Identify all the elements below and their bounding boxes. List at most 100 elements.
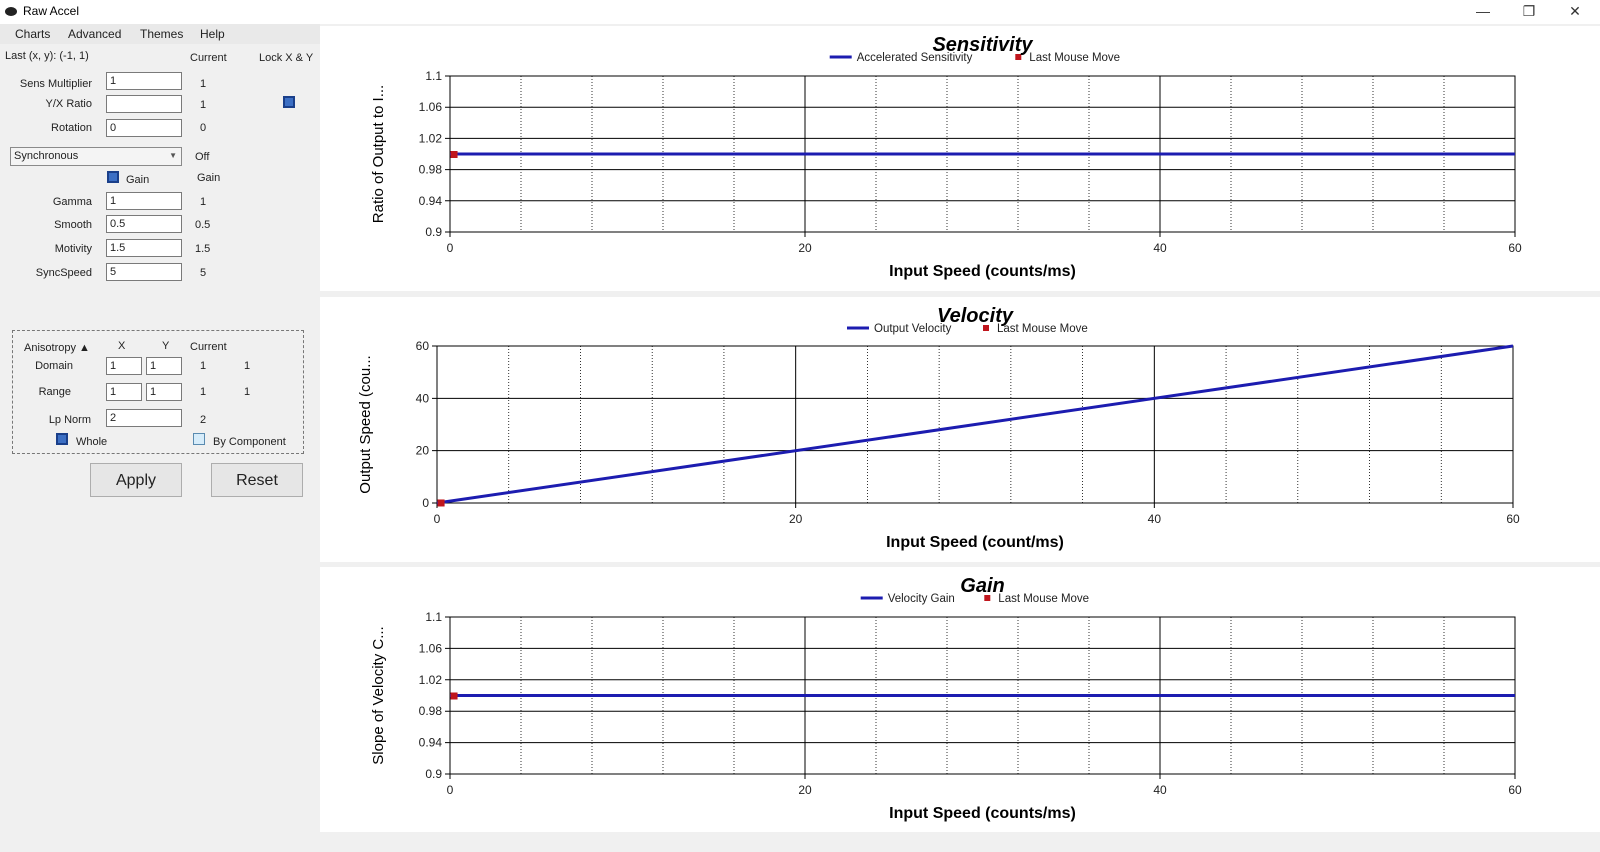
y-tick-label: 60 [416, 339, 430, 353]
lp-norm-current: 2 [200, 414, 207, 426]
y-tick-label: 0.9 [425, 225, 442, 239]
gain-chart: 0.9 0.94 0.98 1.02 1.06 1.1 0 20 40 60 Velocity Ga… [370, 575, 1522, 822]
sens-multiplier-input[interactable] [106, 72, 182, 90]
gamma-current: 1 [200, 196, 207, 208]
domain-current-x: 1 [200, 360, 207, 372]
range-label: Range [38, 386, 71, 398]
x-tick-label: 60 [1506, 512, 1520, 526]
sensitivity-chart: 0.9 0.94 0.98 1.02 1.06 1.1 0 20 40 60 Accelerated… [370, 34, 1522, 280]
chevron-down-icon: ▼ [169, 151, 177, 160]
lp-norm-label: Lp Norm [48, 414, 91, 426]
by-component-checkbox[interactable] [193, 433, 205, 445]
x-axis-label: Input Speed (count/ms) [886, 534, 1064, 551]
syncspeed-input[interactable] [106, 263, 182, 281]
x-tick-label: 40 [1153, 783, 1167, 797]
whole-checkbox[interactable] [56, 433, 68, 445]
domain-current-y: 1 [244, 360, 251, 372]
gamma-input[interactable] [106, 192, 182, 210]
gamma-label: Gamma [52, 196, 92, 208]
velocity-chart: 0 20 40 60 0 20 40 60 Output Velocity Last Mouse … [357, 305, 1520, 551]
anisotropy-col-y: Y [162, 340, 170, 352]
close-button[interactable]: ✕ [1569, 3, 1581, 19]
apply-button[interactable]: Apply [90, 463, 182, 497]
yx-ratio-input[interactable] [106, 95, 182, 113]
window-title: Raw Accel [23, 4, 80, 18]
settings-panel: Last (x, y): (-1, 1) Current Lock X & Y … [0, 44, 320, 852]
x-tick-label: 40 [1148, 512, 1162, 526]
mode-select[interactable]: Synchronous ▼ [10, 147, 182, 166]
y-tick-label: 1.06 [419, 641, 443, 655]
minimize-button[interactable]: — [1476, 3, 1490, 19]
legend-label: Velocity Gain [888, 593, 955, 605]
restore-button[interactable]: ❐ [1522, 3, 1536, 19]
domain-y-input[interactable] [146, 357, 182, 375]
yx-ratio-label: Y/X Ratio [45, 98, 92, 110]
motivity-label: Motivity [54, 243, 92, 255]
sens-multiplier-current: 1 [200, 78, 207, 90]
x-axis-label: Input Speed (counts/ms) [889, 805, 1076, 822]
smooth-current: 0.5 [195, 219, 211, 231]
reset-button[interactable]: Reset [211, 463, 303, 497]
y-tick-label: 0.94 [419, 736, 443, 750]
syncspeed-current: 5 [200, 267, 207, 279]
lock-xy-checkbox[interactable] [283, 96, 295, 108]
legend-marker-swatch [984, 595, 991, 601]
gain-chart-panel: 0.9 0.94 0.98 1.02 1.06 1.1 0 20 40 60 Velocity Ga… [320, 567, 1600, 832]
motivity-input[interactable] [106, 239, 182, 257]
chart-title: Sensitivity [932, 34, 1033, 56]
range-current-y: 1 [244, 386, 251, 398]
y-tick-label: 1.02 [419, 131, 443, 145]
yx-ratio-current: 1 [200, 99, 207, 111]
legend-label: Last Mouse Move [998, 593, 1089, 605]
y-tick-label: 1.1 [425, 610, 442, 624]
syncspeed-label: SyncSpeed [35, 267, 92, 279]
smooth-input[interactable] [106, 215, 182, 233]
lp-norm-input[interactable] [106, 409, 182, 427]
last-xy-readout: Last (x, y): (-1, 1) [5, 50, 89, 62]
mode-select-value: Synchronous [14, 150, 79, 162]
chart-title: Velocity [937, 305, 1014, 327]
legend-label: Accelerated Sensitivity [857, 52, 973, 64]
series-line [436, 344, 1514, 505]
y-tick-label: 20 [416, 444, 430, 458]
by-component-label: By Component [213, 436, 286, 448]
rotation-current: 0 [200, 122, 207, 134]
chart-title: Gain [960, 575, 1004, 597]
x-tick-label: 20 [798, 241, 812, 255]
menu-help[interactable]: Help [200, 27, 225, 41]
domain-x-input[interactable] [106, 357, 142, 375]
x-tick-label: 0 [447, 241, 454, 255]
menu-bar: Charts Advanced Themes Help [0, 24, 320, 44]
x-tick-label: 0 [434, 512, 441, 526]
y-tick-label: 0 [422, 496, 429, 510]
legend-label: Output Velocity [874, 323, 952, 335]
range-current-x: 1 [200, 386, 207, 398]
menu-charts[interactable]: Charts [15, 27, 51, 41]
range-y-input[interactable] [146, 383, 182, 401]
last-mouse-move-marker [437, 499, 445, 507]
app-icon [5, 7, 17, 16]
y-tick-label: 0.98 [419, 163, 443, 177]
sens-multiplier-label: Sens Multiplier [19, 78, 92, 90]
y-axis-label: Output Speed (cou... [357, 355, 374, 493]
anisotropy-toggle[interactable]: Anisotropy ▲ [24, 342, 90, 354]
last-mouse-move-marker [450, 692, 458, 700]
motivity-current: 1.5 [195, 243, 211, 255]
last-mouse-move-marker [450, 151, 458, 158]
velocity-chart-panel: 0 20 40 60 0 20 40 60 Output Velocity Last Mouse … [320, 297, 1600, 562]
y-tick-label: 0.94 [419, 194, 443, 208]
x-tick-label: 20 [798, 783, 812, 797]
mode-current: Off [195, 151, 210, 163]
y-axis-label: Slope of Velocity C... [370, 626, 387, 764]
menu-themes[interactable]: Themes [140, 27, 184, 41]
y-tick-label: 0.98 [419, 704, 443, 718]
x-tick-label: 60 [1508, 241, 1522, 255]
gain-label: Gain [126, 174, 150, 186]
menu-advanced[interactable]: Advanced [68, 27, 122, 41]
whole-label: Whole [76, 436, 108, 448]
gain-checkbox[interactable] [107, 171, 119, 183]
legend-marker-swatch [983, 325, 989, 331]
anisotropy-group [12, 330, 304, 454]
rotation-input[interactable] [106, 119, 182, 137]
range-x-input[interactable] [106, 383, 142, 401]
